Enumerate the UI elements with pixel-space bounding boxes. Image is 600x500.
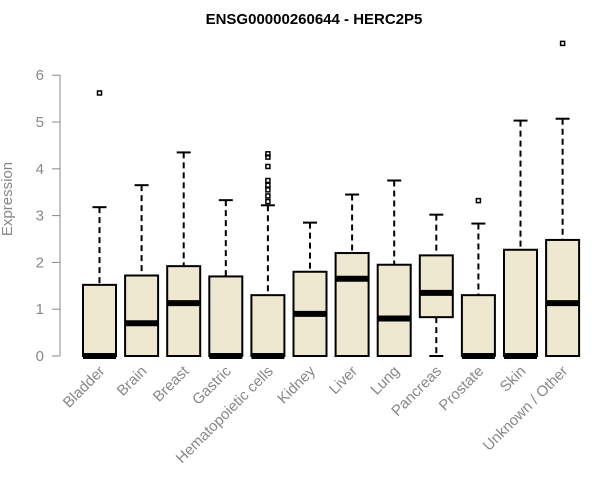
outlier-point bbox=[265, 163, 271, 170]
outlier-point bbox=[265, 193, 271, 199]
x-tick-label: Breast bbox=[150, 362, 193, 405]
x-tick-label: Kidney bbox=[274, 362, 319, 407]
y-tick-label: 3 bbox=[36, 208, 44, 225]
y-ticks: 0 1 2 3 4 5 6 bbox=[36, 67, 60, 365]
x-tick-label: Prostate bbox=[436, 363, 488, 415]
outlier-point bbox=[265, 177, 271, 184]
y-tick-label: 4 bbox=[36, 161, 44, 178]
box-liver bbox=[334, 193, 370, 357]
outlier-point bbox=[265, 151, 271, 157]
box-rect bbox=[418, 254, 454, 319]
x-tick-label: Brain bbox=[114, 363, 151, 400]
outlier-point bbox=[265, 187, 271, 193]
outlier-point bbox=[265, 198, 271, 205]
box-rect bbox=[503, 248, 538, 358]
x-tick-label: Lung bbox=[367, 363, 403, 399]
y-tick-label: 5 bbox=[36, 114, 44, 131]
box-rect bbox=[124, 274, 160, 357]
chart-title: ENSG00000260644 - HERC2P5 bbox=[206, 11, 423, 28]
box-rect bbox=[166, 265, 202, 358]
box-rect bbox=[334, 252, 370, 357]
y-tick-label: 1 bbox=[36, 301, 44, 318]
y-tick-label: 6 bbox=[36, 67, 44, 84]
outlier-point bbox=[96, 90, 103, 96]
y-axis-label: Expression bbox=[0, 162, 16, 236]
box-prostate bbox=[460, 197, 496, 359]
outlier-point bbox=[265, 182, 271, 188]
x-tick-label: Bladder bbox=[60, 363, 109, 412]
y-tick-label: 2 bbox=[36, 254, 44, 271]
box-group bbox=[82, 40, 581, 359]
box-kidney bbox=[292, 221, 328, 358]
box-rect bbox=[460, 294, 496, 358]
box-rect bbox=[208, 275, 244, 357]
box-unknown-other bbox=[545, 40, 581, 358]
y-tick-label: 0 bbox=[36, 348, 44, 365]
box-skin bbox=[503, 119, 538, 359]
x-tick-label: Skin bbox=[497, 363, 530, 396]
box-breast bbox=[166, 151, 202, 358]
outlier-point bbox=[559, 40, 566, 47]
box-lung bbox=[376, 179, 412, 357]
box-hematopoietic-cells bbox=[250, 151, 286, 359]
box-rect bbox=[250, 294, 286, 358]
x-tick-label: Liver bbox=[326, 363, 361, 398]
box-bladder bbox=[82, 90, 117, 359]
box-pancreas bbox=[418, 213, 454, 357]
box-rect bbox=[82, 283, 117, 358]
box-brain bbox=[124, 184, 160, 357]
box-rect bbox=[376, 263, 412, 357]
box-rect bbox=[545, 238, 581, 358]
outlier-point bbox=[475, 197, 482, 204]
box-gastric bbox=[208, 199, 244, 359]
